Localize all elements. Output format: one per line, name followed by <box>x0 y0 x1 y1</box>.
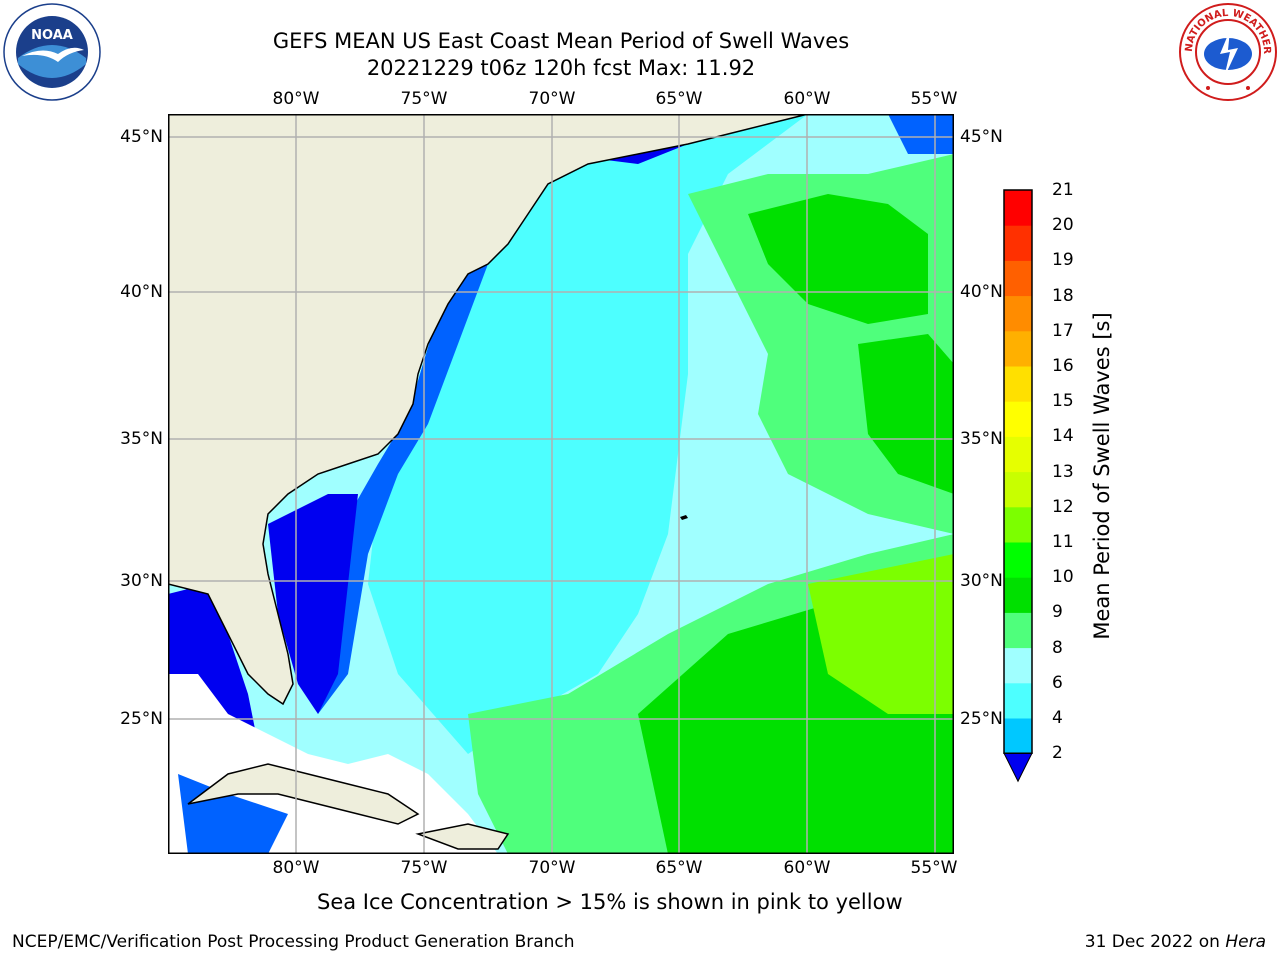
graticule <box>168 114 954 854</box>
chart-subtitle: 20221229 t06z 120h fcst Max: 11.92 <box>366 56 756 80</box>
colorbar-tick-label: 17 <box>1052 320 1074 341</box>
lat-label-right-40n: 40°N <box>960 282 1003 302</box>
colorbar-label: Mean Period of Swell Waves [s] <box>1090 312 1114 640</box>
lat-label-right-25n: 25°N <box>960 709 1003 729</box>
colorbar-tick-label: 6 <box>1052 672 1063 693</box>
colorbar-label-wrap: Mean Period of Swell Waves [s] <box>1082 312 1122 639</box>
colorbar-tick-label: 14 <box>1052 426 1074 447</box>
colorbar-tick-label: 8 <box>1052 637 1063 658</box>
colorbar-segment <box>1004 260 1032 297</box>
colorbar-segment <box>1004 190 1032 226</box>
colorbar-segment <box>1004 506 1032 543</box>
colorbar-segment <box>1004 612 1032 649</box>
lat-label-left-45n: 45°N <box>120 127 163 147</box>
land-cuba <box>187 763 420 825</box>
sea-ice-note: Sea Ice Concentration > 15% is shown in … <box>317 890 903 914</box>
colorbar-segment <box>1004 330 1032 367</box>
map-frame <box>168 114 954 854</box>
colorbar-segment <box>1004 295 1032 332</box>
colorbar-segment <box>1004 436 1032 473</box>
colorbar-tick-label: 13 <box>1052 461 1074 482</box>
footer-branch: NCEP/EMC/Verification Post Processing Pr… <box>12 932 575 952</box>
land-hispaniola <box>415 823 510 850</box>
colorbar-segment <box>1004 225 1032 261</box>
colorbar-segment <box>1004 471 1032 508</box>
nws-logo: NATIONAL WEATHER SERVICE <box>1174 0 1278 102</box>
ne-blue-patch <box>888 114 954 154</box>
colorbar-tick-label: 15 <box>1052 391 1074 412</box>
lon-label-top-65w: 65°W <box>655 89 703 109</box>
ocean-lime-region <box>808 554 954 714</box>
colorbar-tick-labels: 2 4 6 8 9 10 11 12 13 14 15 16 17 18 19 20 21 <box>1052 180 1102 764</box>
colorbar-tick-label: 20 <box>1052 215 1074 236</box>
lat-label-right-45n: 45°N <box>960 127 1003 147</box>
ocean-green-east <box>858 334 954 494</box>
land-us-east-coast <box>167 113 809 706</box>
colorbar-segment <box>1004 542 1032 578</box>
lat-label-left-40n: 40°N <box>120 282 163 302</box>
lat-label-right-35n: 35°N <box>960 429 1003 449</box>
lon-label-bottom-80w: 80°W <box>272 858 320 878</box>
colorbar-segment <box>1004 577 1032 613</box>
colorbar-tick-label: 19 <box>1052 250 1074 271</box>
colorbar-tick-label: 21 <box>1052 180 1074 200</box>
lat-label-left-25n: 25°N <box>120 709 163 729</box>
ocean-dark-blue-shelf <box>268 494 358 714</box>
colorbar-tick-label: 12 <box>1052 496 1074 517</box>
lon-label-bottom-75w: 75°W <box>400 858 448 878</box>
colorbar-frame <box>1003 189 1033 754</box>
lon-label-top-75w: 75°W <box>400 89 448 109</box>
footer-date-text: 31 Dec 2022 on <box>1084 932 1226 952</box>
lat-label-left-30n: 30°N <box>120 571 163 591</box>
map-panel <box>167 113 954 854</box>
colorbar-tick-label: 11 <box>1052 532 1074 552</box>
lon-label-bottom-55w: 55°W <box>910 858 958 878</box>
noaa-logo: NOAA <box>2 2 102 102</box>
lon-label-bottom-60w: 60°W <box>783 858 831 878</box>
colorbar-segment <box>1004 718 1032 754</box>
footer-host: Hera <box>1225 932 1266 952</box>
chart-title: GEFS MEAN US East Coast Mean Period of S… <box>272 29 850 53</box>
footer-date: 31 Dec 2022 on Hera <box>1085 932 1266 952</box>
lon-label-top-55w: 55°W <box>910 89 958 109</box>
lat-label-right-30n: 30°N <box>960 571 1003 591</box>
colorbar-tick-label: 4 <box>1052 708 1063 728</box>
colorbar-tick-label: 9 <box>1052 602 1063 623</box>
lon-label-top-60w: 60°W <box>783 89 831 109</box>
colorbar-segment <box>1004 366 1032 402</box>
noaa-logo-text: NOAA <box>31 28 73 43</box>
colorbar-tick-label: 10 <box>1052 567 1074 588</box>
colorbar-tick-label: 18 <box>1052 285 1074 306</box>
lat-label-left-35n: 35°N <box>120 429 163 449</box>
colorbar <box>1000 186 1040 786</box>
colorbar-tick-label: 16 <box>1052 356 1074 376</box>
lon-label-bottom-65w: 65°W <box>655 858 703 878</box>
colorbar-segment <box>1004 682 1032 719</box>
lon-label-top-70w: 70°W <box>528 89 576 109</box>
lon-label-top-80w: 80°W <box>272 89 320 109</box>
colorbar-segment <box>1004 647 1032 684</box>
colorbar-svg <box>1003 189 1033 783</box>
map-svg <box>167 113 954 854</box>
land-bermuda <box>680 515 688 520</box>
colorbar-extend-triangle <box>1003 752 1033 783</box>
colorbar-tick-label: 2 <box>1052 743 1063 764</box>
colorbar-segment <box>1004 401 1032 437</box>
lon-label-bottom-70w: 70°W <box>528 858 576 878</box>
